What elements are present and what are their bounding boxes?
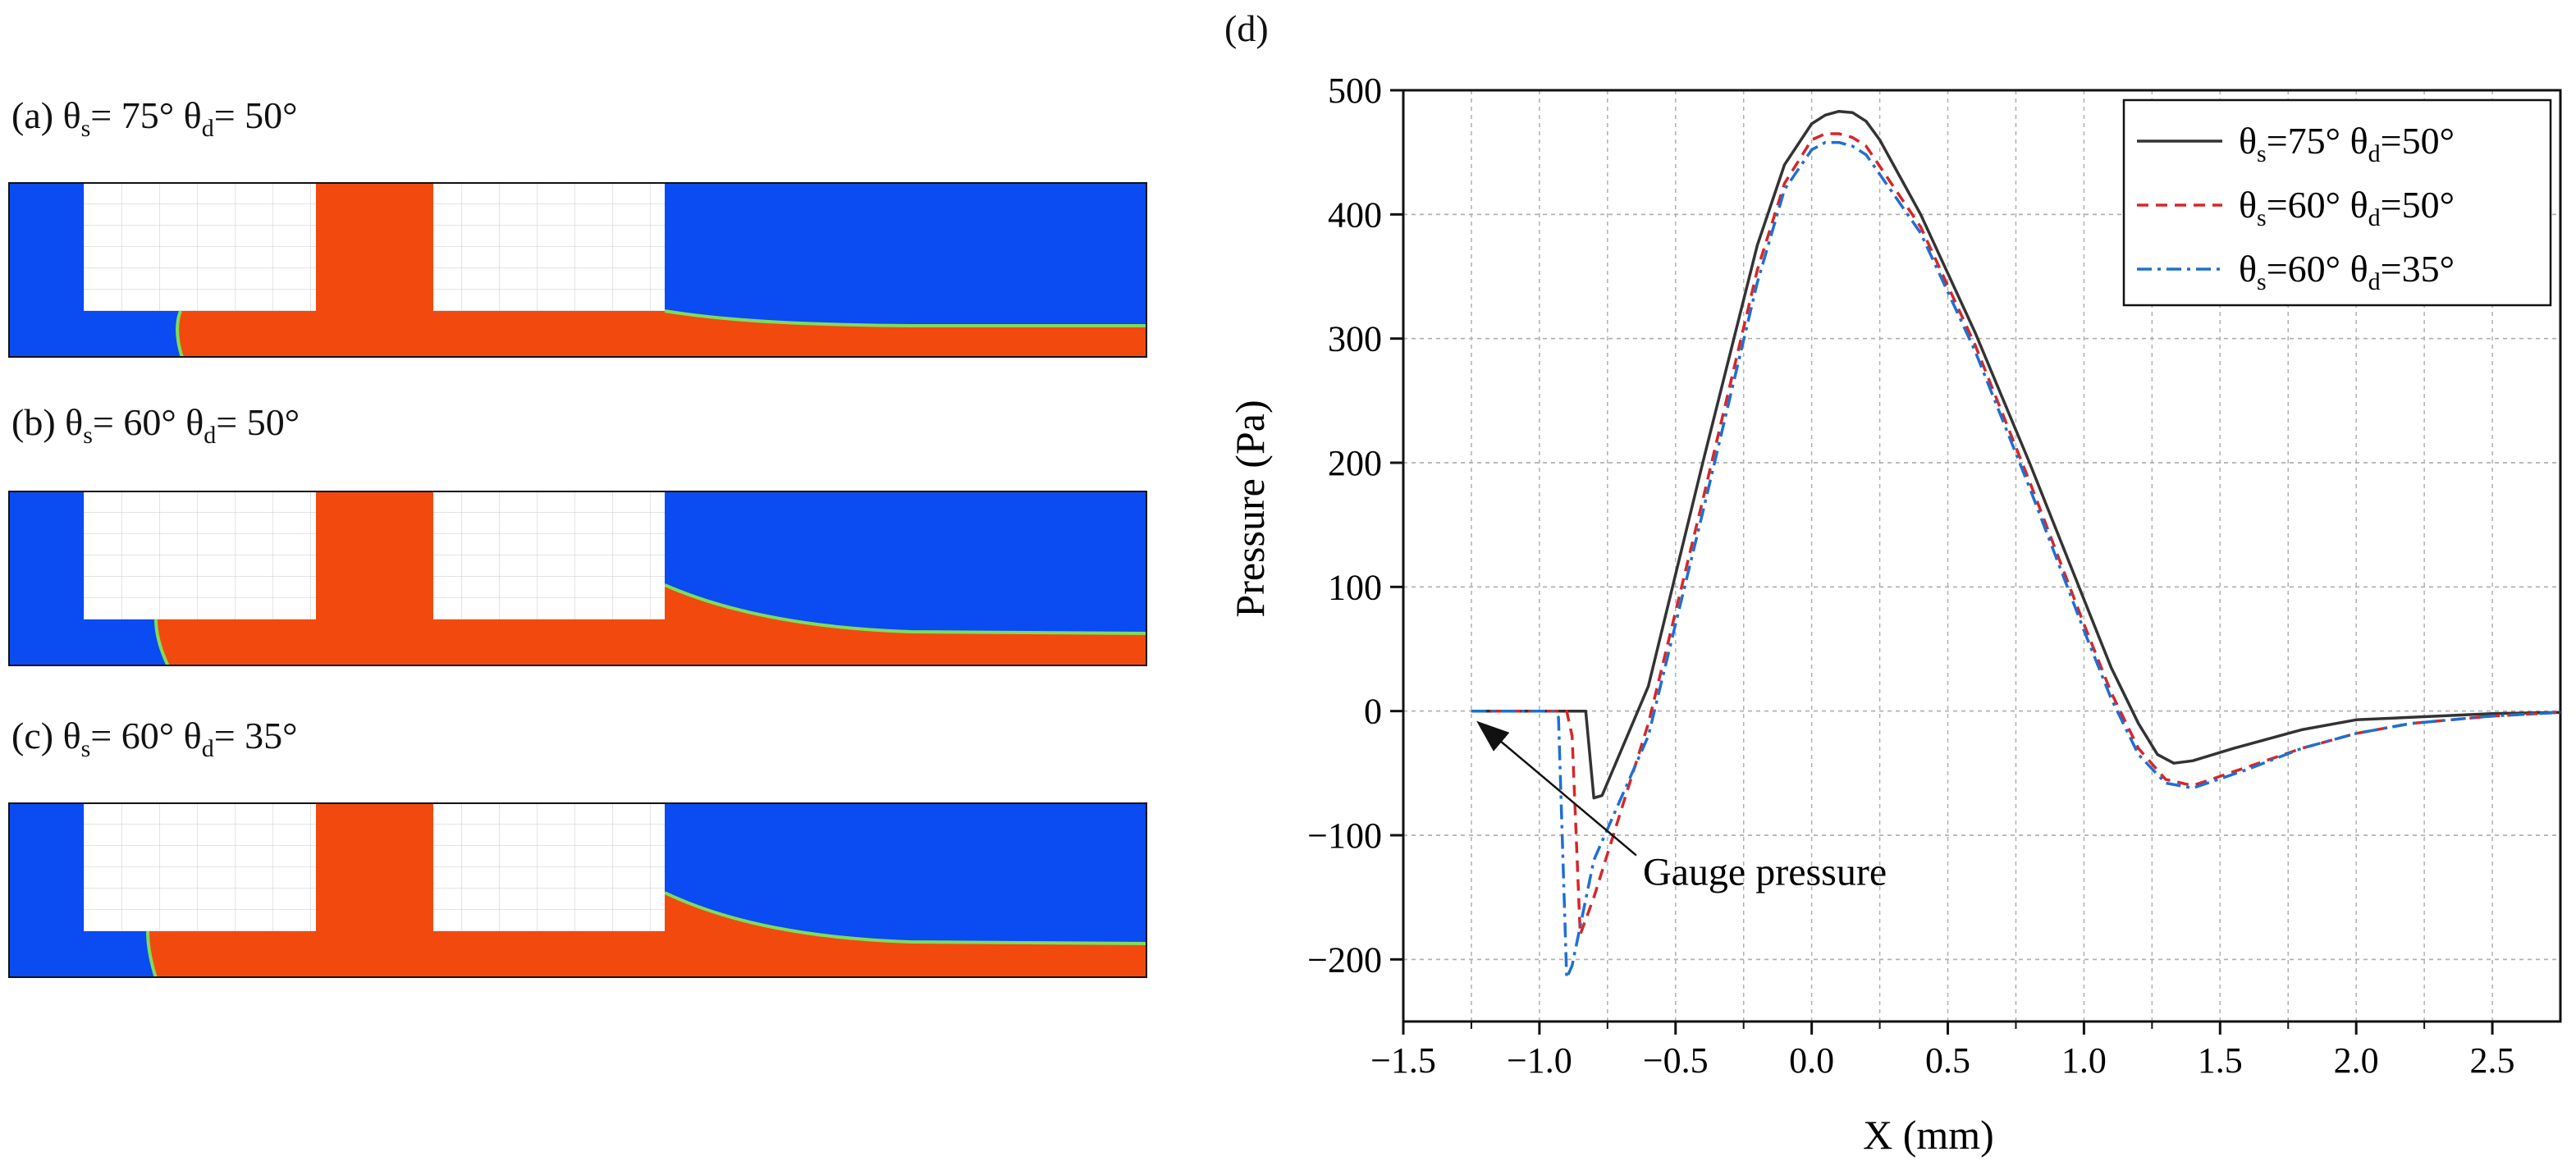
panel-c-simulation <box>8 802 1147 978</box>
x-tick-label: −1.0 <box>1507 1040 1572 1081</box>
panel-b-label: (b) θs= 60° θd= 50° <box>11 401 300 450</box>
legend: θs=75° θd=50° θs=60° θd=50° θs=60° θd=35° <box>2122 98 2552 307</box>
x-axis-label: X (mm) <box>1863 1112 1994 1158</box>
x-tick-label: 1.0 <box>2061 1040 2107 1081</box>
legend-label-2: θs=60° θd=50° <box>2239 184 2455 231</box>
plot-frame <box>1402 89 2562 1023</box>
interface-line <box>664 891 1147 945</box>
interface-line <box>664 309 1147 327</box>
x-tick-label: −1.5 <box>1370 1040 1436 1081</box>
annotation-text: Gauge pressure <box>1643 851 1887 894</box>
series-line-2 <box>1471 132 2561 936</box>
panel-a-simulation <box>8 182 1147 358</box>
y-tick-label: 500 <box>1328 71 1382 111</box>
y-tick-label: 200 <box>1328 443 1382 483</box>
y-tick-label: −200 <box>1307 939 1382 980</box>
x-tick-label: 0.0 <box>1789 1040 1834 1081</box>
legend-label-1: θs=75° θd=50° <box>2239 120 2455 167</box>
x-tick-label: 1.5 <box>2198 1040 2243 1081</box>
pressure-chart: −1.5 −1.0 −0.5 0.0 0.5 1.0 1.5 2.0 2.5 −200 −100 0 1… <box>1227 71 2562 1158</box>
panel-a-label: (a) θs= 75° θd= 50° <box>11 94 298 143</box>
interface-line <box>664 583 1147 635</box>
y-tick-label: 300 <box>1328 319 1382 359</box>
liquid-region <box>156 491 1147 666</box>
y-tick-label: 0 <box>1364 692 1382 732</box>
legend-box <box>2122 98 2552 307</box>
series-line-3 <box>1471 140 2561 980</box>
x-tick-label: 2.5 <box>2470 1040 2515 1081</box>
panel-d-label: (d) <box>1224 7 1269 49</box>
axes: −1.5 −1.0 −0.5 0.0 0.5 1.0 1.5 2.0 2.5 −200 −100 0 1… <box>1307 71 2562 1081</box>
y-tick-label: −100 <box>1307 816 1382 856</box>
annotation: Gauge pressure <box>1476 720 1887 894</box>
x-tick-label: 0.5 <box>1925 1040 1970 1081</box>
liquid-region <box>148 802 1147 978</box>
y-tick-label: 100 <box>1328 567 1382 607</box>
liquid-region <box>176 182 1147 358</box>
y-axis-label: Pressure (Pa) <box>1227 400 1273 617</box>
panel-b-simulation <box>8 491 1147 666</box>
grid <box>1403 90 2560 1021</box>
series <box>1471 109 2561 980</box>
x-tick-label: 2.0 <box>2334 1040 2379 1081</box>
annotation-arrow <box>1476 720 1637 857</box>
legend-label-3: θs=60° θd=35° <box>2239 248 2455 295</box>
series-line-1 <box>1471 109 2561 800</box>
x-tick-label: −0.5 <box>1643 1040 1709 1081</box>
y-tick-label: 400 <box>1328 194 1382 235</box>
panel-c-label: (c) θs= 60° θd= 35° <box>11 715 298 763</box>
